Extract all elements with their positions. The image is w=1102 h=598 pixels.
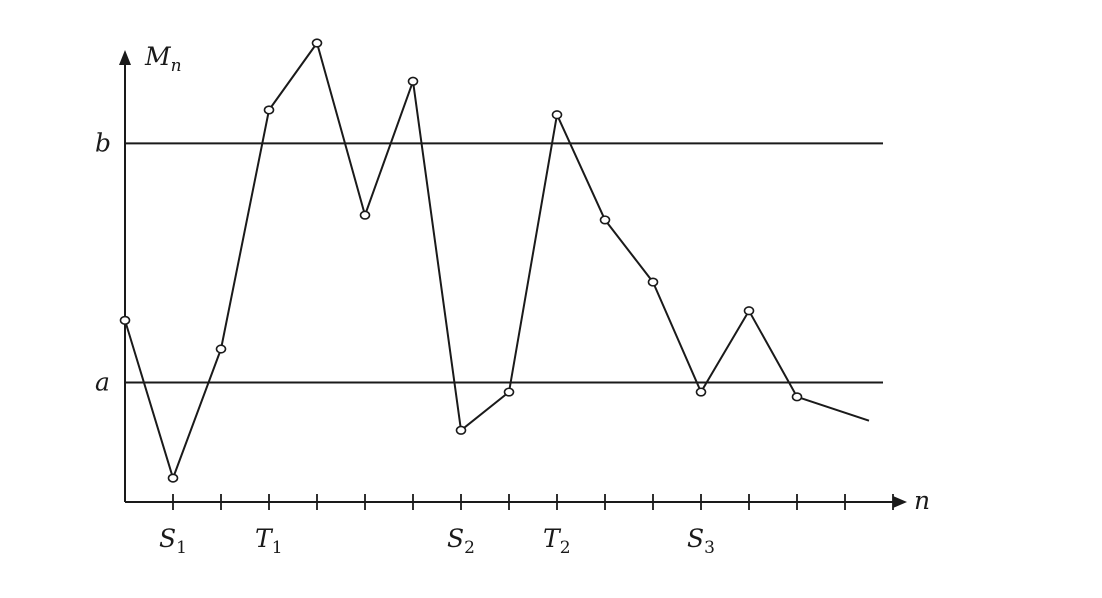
x-axis-label: n xyxy=(914,486,930,515)
data-point xyxy=(119,315,131,325)
data-point xyxy=(599,215,611,225)
tick-label-S2: S2 xyxy=(447,524,475,558)
x-axis-arrow-icon xyxy=(893,496,907,508)
data-point xyxy=(791,392,803,402)
data-point xyxy=(503,387,515,397)
series xyxy=(119,38,870,483)
data-point xyxy=(215,344,227,354)
x-ticks xyxy=(172,494,894,510)
tick-label-S3: S3 xyxy=(687,524,715,558)
data-point xyxy=(167,473,179,483)
tick-label-S1: S1 xyxy=(159,524,187,558)
level-label-a: a xyxy=(95,367,110,396)
axes: Mn n xyxy=(119,42,930,515)
y-axis-label: Mn xyxy=(144,42,182,76)
data-point xyxy=(407,76,419,86)
x-tick-labels: S1 T1 S2 T2 S3 xyxy=(159,524,715,558)
y-axis-arrow-icon xyxy=(119,50,131,65)
data-point xyxy=(743,306,755,316)
level-label-b: b xyxy=(95,128,111,157)
data-point xyxy=(311,38,323,48)
data-point xyxy=(695,387,707,397)
data-point xyxy=(455,425,467,435)
data-point xyxy=(647,277,659,287)
data-point xyxy=(551,110,563,120)
series-line xyxy=(124,42,870,480)
tick-label-T2: T2 xyxy=(543,524,571,558)
data-point xyxy=(359,210,371,220)
threshold-levels: ba xyxy=(95,128,883,396)
data-point xyxy=(263,105,275,115)
tick-label-T1: T1 xyxy=(255,524,283,558)
